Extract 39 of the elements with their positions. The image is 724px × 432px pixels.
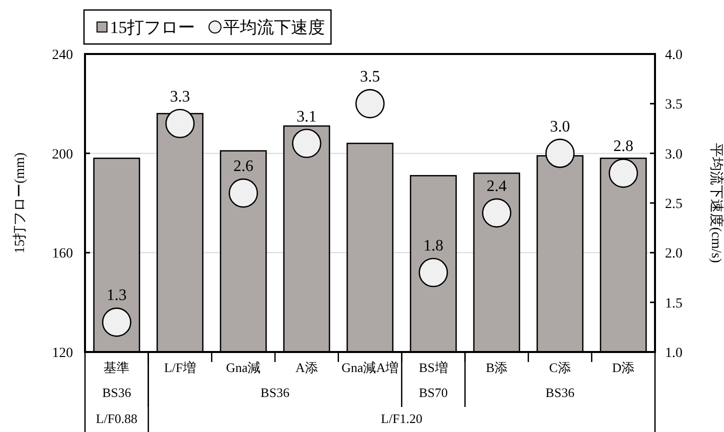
x-tick-label: 基準 [104,360,130,375]
x-tick-label: Gna減 [226,360,261,375]
text: BS36 [260,385,290,400]
x-tick-label: D添 [612,360,635,375]
data-label: 2.8 [613,138,634,156]
data-label: 2.6 [233,158,254,176]
data-label: 3.5 [360,68,380,86]
y2-tick-label: 4.0 [665,48,682,63]
x-tick-label: L/F増 [164,360,196,375]
y2-tick-label: 3.0 [665,147,682,162]
data-label: 1.3 [106,287,127,304]
y2-tick-label: 1.0 [665,346,682,361]
x-tick-label: BS増 [418,360,448,375]
y2-tick-label: 3.5 [665,98,682,113]
x-tick-label: C添 [549,360,571,375]
text: L/F0.88 [96,411,138,426]
text: L/F1.20 [380,411,422,426]
x-tick-label: Gna減A増 [341,360,399,375]
data-label: 2.4 [486,178,507,195]
text: BS36 [102,385,132,400]
legend-label: 平均流下速度 [223,18,325,37]
text: BS70 [418,385,448,400]
legend-label: 15打フロー [110,18,195,37]
y-tick-label: 200 [52,147,73,162]
y2-axis-title: 平均流下速度(cm/s) [708,143,724,264]
x-tick-label: B添 [486,360,508,375]
data-label: 3.3 [170,88,190,106]
data-label: 3.1 [296,108,317,126]
y-tick-label: 120 [52,346,73,361]
y-axis-title: 15打フロー(mm) [12,152,28,254]
text: BS36 [546,385,575,400]
y2-tick-label: 1.5 [665,296,682,312]
y-tick-label: 160 [52,246,73,262]
y2-tick-label: 2.0 [665,246,682,262]
data-label: 1.8 [423,238,444,255]
y-tick-label: 240 [52,48,73,63]
data-label: 3.0 [550,118,570,136]
x-tick-label: A添 [295,360,318,375]
y2-tick-label: 2.5 [665,197,682,212]
